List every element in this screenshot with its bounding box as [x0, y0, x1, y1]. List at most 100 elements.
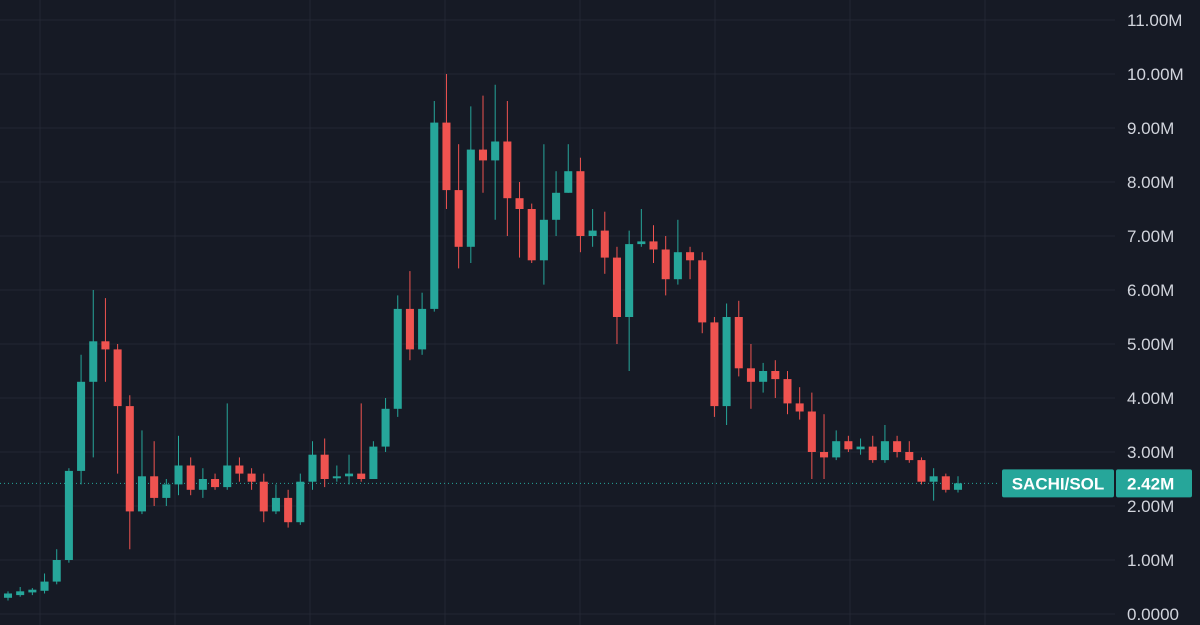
candle[interactable] — [381, 398, 390, 452]
candle[interactable] — [539, 144, 548, 285]
candle[interactable] — [710, 317, 719, 417]
candle[interactable] — [125, 395, 134, 550]
candle[interactable] — [844, 435, 853, 452]
candle[interactable] — [186, 457, 195, 496]
candle-body — [64, 470, 73, 560]
candle[interactable] — [64, 468, 73, 563]
candle[interactable] — [600, 211, 609, 274]
candle-body — [89, 341, 98, 382]
candle[interactable] — [722, 303, 731, 426]
candle-body — [186, 465, 195, 490]
candle[interactable] — [3, 591, 13, 601]
candle[interactable] — [162, 479, 171, 506]
candle-body — [198, 479, 207, 490]
candle[interactable] — [418, 292, 427, 355]
candle[interactable] — [698, 252, 707, 334]
candle[interactable] — [807, 392, 816, 479]
candle[interactable] — [820, 414, 829, 479]
candle[interactable] — [649, 225, 658, 263]
candle[interactable] — [673, 219, 682, 285]
candle[interactable] — [929, 468, 938, 501]
candle[interactable] — [235, 457, 244, 482]
candle-body — [174, 465, 183, 485]
candle[interactable] — [259, 473, 268, 523]
candle[interactable] — [393, 295, 402, 417]
candle-body — [3, 593, 13, 598]
candle[interactable] — [77, 354, 86, 485]
candle[interactable] — [783, 371, 792, 415]
candle[interactable] — [917, 457, 926, 485]
candle[interactable] — [832, 430, 841, 461]
candle[interactable] — [332, 465, 341, 482]
candle[interactable] — [113, 344, 122, 474]
candle-body — [40, 581, 49, 591]
candle-body — [430, 122, 439, 309]
candle[interactable] — [320, 438, 329, 488]
candle[interactable] — [893, 435, 902, 458]
candle[interactable] — [856, 438, 865, 455]
candle[interactable] — [89, 290, 98, 458]
candle[interactable] — [576, 157, 585, 253]
candle[interactable] — [759, 362, 768, 393]
candle[interactable] — [223, 403, 232, 490]
candle[interactable] — [442, 74, 451, 209]
candle[interactable] — [637, 209, 646, 247]
candle[interactable] — [686, 246, 695, 280]
candle[interactable] — [40, 573, 49, 594]
candle[interactable] — [454, 144, 463, 269]
candle[interactable] — [527, 203, 536, 263]
candle[interactable] — [174, 435, 183, 496]
candle[interactable] — [466, 106, 475, 263]
candle[interactable] — [357, 403, 366, 482]
candle[interactable] — [564, 144, 573, 193]
candle[interactable] — [198, 468, 207, 498]
candle[interactable] — [953, 476, 963, 493]
candle[interactable] — [137, 430, 146, 515]
candle-body — [783, 379, 792, 404]
candle[interactable] — [552, 171, 561, 236]
candle[interactable] — [868, 435, 877, 463]
candle-body — [722, 317, 731, 407]
y-tick-label: 3.00M — [1127, 443, 1174, 462]
candle[interactable] — [880, 425, 889, 463]
candle-body — [150, 476, 159, 498]
price-axis[interactable]: 11.00M 10.00M 9.00M 8.00M 7.00M 6.00M 5.00M 4.0… — [1127, 11, 1184, 624]
candle-layer[interactable] — [3, 74, 963, 601]
candle[interactable] — [625, 230, 634, 371]
candle[interactable] — [296, 473, 305, 525]
candle[interactable] — [150, 441, 159, 506]
candle[interactable] — [430, 101, 439, 312]
candle-body — [405, 308, 414, 350]
candle[interactable] — [52, 549, 61, 585]
candle[interactable] — [16, 587, 25, 597]
candle[interactable] — [515, 182, 524, 258]
candle[interactable] — [941, 473, 950, 493]
candle[interactable] — [734, 300, 743, 377]
candle[interactable] — [247, 468, 256, 490]
candle[interactable] — [795, 387, 804, 420]
candle[interactable] — [661, 236, 670, 296]
candle[interactable] — [588, 209, 597, 247]
candle[interactable] — [771, 360, 780, 398]
candle[interactable] — [308, 441, 317, 490]
candle[interactable] — [211, 473, 220, 490]
candle[interactable] — [746, 344, 755, 409]
candle[interactable] — [503, 101, 512, 236]
candle[interactable] — [271, 484, 280, 515]
candle[interactable] — [612, 246, 621, 344]
candle-body — [832, 441, 841, 458]
candle[interactable] — [905, 441, 914, 463]
candle[interactable] — [369, 441, 378, 479]
candle[interactable] — [478, 95, 488, 193]
candle[interactable] — [284, 489, 293, 528]
candle[interactable] — [405, 271, 414, 361]
candle-body — [393, 308, 402, 409]
candle[interactable] — [101, 298, 110, 382]
candle[interactable] — [491, 84, 500, 220]
candle-body — [527, 209, 536, 261]
symbol-badge-label: SACHI/SOL — [1012, 474, 1105, 493]
candle[interactable] — [345, 454, 354, 485]
candle[interactable] — [28, 588, 37, 596]
